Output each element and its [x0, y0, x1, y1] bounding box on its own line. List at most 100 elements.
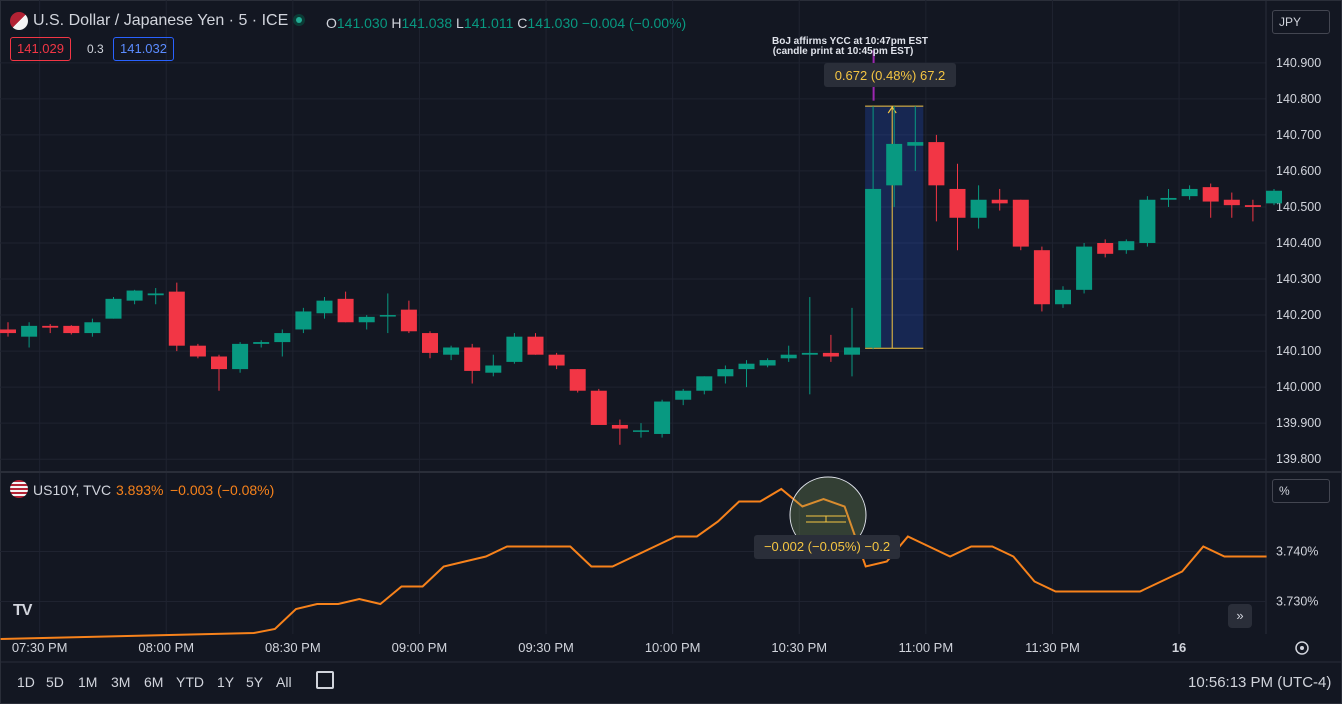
candle-body [295, 311, 312, 330]
candle-body [506, 336, 523, 362]
main-symbol-title[interactable]: U.S. Dollar / Japanese Yen · 5 · ICE [33, 12, 289, 29]
candle-body [907, 142, 924, 146]
candle-body [949, 188, 966, 218]
timeframe-ytd[interactable]: YTD [176, 674, 204, 690]
candle-body [1012, 199, 1029, 247]
event-note-line1: BoJ affirms YCC at 10:47pm EST [772, 36, 928, 47]
go-to-date-icon[interactable] [316, 671, 334, 689]
candle-body [42, 325, 59, 328]
x-tick-label: 08:30 PM [265, 640, 321, 655]
timeframe-1d[interactable]: 1D [17, 674, 35, 690]
candle-body [84, 322, 101, 334]
candle-body [675, 390, 692, 400]
candle-body [253, 342, 270, 344]
usd-jpy-flag-icon [10, 12, 28, 30]
candle-body [464, 347, 481, 371]
candle-body [1076, 246, 1093, 290]
ohlc-values: O141.030 H141.038 L141.011 C141.030 −0.0… [326, 15, 687, 31]
candle-body [717, 369, 734, 377]
candle-body [738, 363, 755, 370]
sell-price-button[interactable]: 141.029 [10, 37, 71, 61]
timeframe-5y[interactable]: 5Y [246, 674, 264, 690]
measure-label-box [824, 63, 956, 87]
candle-body [126, 290, 143, 301]
y-tick-label: 3.740% [1276, 545, 1318, 559]
candle-body [844, 347, 860, 355]
candle-body [633, 430, 649, 432]
y-tick-label: 140.200 [1276, 308, 1321, 322]
timeframe-5d[interactable]: 5D [46, 674, 64, 690]
candle-body [0, 329, 16, 334]
x-tick-label: 09:00 PM [392, 640, 448, 655]
y-tick-label: 140.600 [1276, 164, 1321, 178]
candle-body [189, 345, 206, 357]
candle-body [759, 360, 776, 366]
candle-body [611, 424, 628, 429]
currency-button[interactable]: JPY [1272, 10, 1330, 34]
candle-body [147, 293, 164, 296]
unit-button[interactable]: % [1272, 479, 1330, 503]
settings-gear-center [1300, 646, 1304, 650]
candle-body [358, 316, 375, 323]
candle-body [1139, 199, 1156, 243]
clock-timezone[interactable]: 10:56:13 PM (UTC-4) [1188, 674, 1332, 691]
timeframe-1m[interactable]: 1M [78, 674, 98, 690]
sub-symbol-title[interactable]: US10Y, TVC [33, 482, 112, 498]
measure-arrow-head [887, 105, 897, 114]
yield-line [0, 487, 1267, 640]
y-tick-label: 139.800 [1276, 452, 1321, 466]
x-tick-label: 11:00 PM [899, 640, 954, 655]
y-tick-label: 140.500 [1276, 200, 1321, 214]
y-tick-label: 140.400 [1276, 236, 1321, 250]
timeframe-1y[interactable]: 1Y [217, 674, 235, 690]
x-tick-label: 16 [1172, 640, 1186, 655]
timeframe-3m[interactable]: 3M [111, 674, 131, 690]
sub-symbol-change: −0.003 (−0.08%) [170, 482, 275, 498]
candle-body [337, 298, 354, 323]
candle-body [211, 356, 227, 370]
candle-body [696, 376, 713, 391]
y-tick-label: 140.700 [1276, 128, 1321, 142]
candle-body [569, 369, 586, 391]
candle-body [1266, 190, 1282, 204]
y-tick-label: 3.730% [1276, 595, 1318, 609]
x-tick-label: 09:30 PM [518, 640, 574, 655]
candle-body [1097, 242, 1114, 254]
y-tick-label: 140.900 [1276, 56, 1321, 70]
scroll-to-latest-button[interactable]: » [1228, 604, 1252, 628]
candle-body [1033, 250, 1050, 305]
candle-body [1055, 289, 1071, 305]
measure-label: 0.672 (0.48%) 67.2 [835, 68, 946, 83]
timeframe-6m[interactable]: 6M [144, 674, 164, 690]
candle-body [865, 188, 882, 348]
candle-body [928, 142, 945, 186]
sub-measure-label: −0.002 (−0.05%) −0.2 [764, 539, 890, 554]
candle-body [527, 336, 544, 355]
candle-body [232, 343, 249, 370]
us-flag-icon [10, 480, 28, 498]
x-tick-label: 08:00 PM [138, 640, 194, 655]
candle-body [1223, 199, 1240, 206]
buy-price-button[interactable]: 141.032 [113, 37, 174, 61]
candle-body [822, 352, 839, 357]
candle-body [21, 325, 38, 337]
candle-body [274, 333, 291, 343]
candle-body [991, 199, 1008, 204]
candle-body [422, 333, 438, 353]
tradingview-logo: TV [13, 602, 32, 619]
y-tick-label: 140.300 [1276, 272, 1321, 286]
candle-body [63, 325, 80, 334]
candle-body [105, 298, 122, 319]
candle-body [400, 309, 417, 332]
candle-body [970, 199, 987, 218]
candle-body [1118, 241, 1135, 251]
candle-body [1244, 205, 1261, 207]
candle-body [801, 352, 818, 355]
sub-symbol-value: 3.893% [116, 482, 164, 498]
x-tick-label: 11:30 PM [1025, 640, 1080, 655]
candle-body [780, 354, 797, 359]
timeframe-all[interactable]: All [276, 674, 292, 690]
candle-body [654, 401, 671, 434]
